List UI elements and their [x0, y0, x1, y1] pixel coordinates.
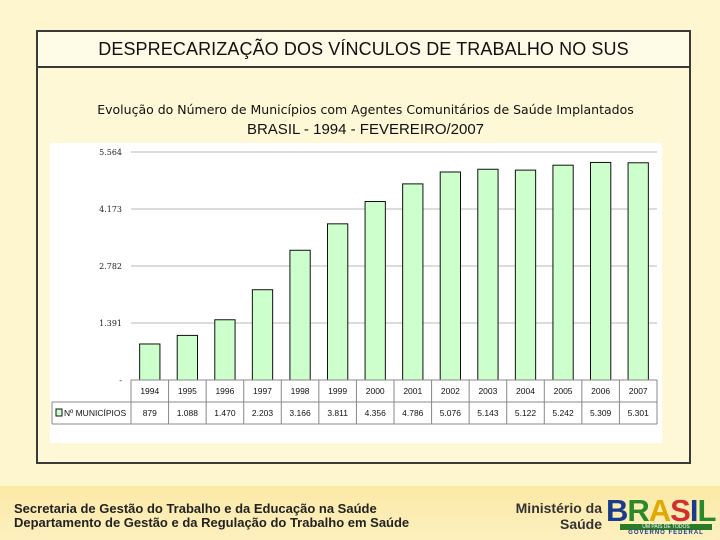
brasil-logo-word: BRASIL: [606, 493, 716, 528]
x-tick-label: 2003: [478, 386, 497, 396]
bar: [139, 343, 161, 381]
bar: [439, 171, 462, 381]
data-label: 3.811: [327, 408, 348, 418]
bar: [552, 164, 574, 381]
x-tick-label: 1994: [140, 386, 159, 396]
data-label: 3.166: [289, 408, 311, 418]
data-label: 5.143: [477, 408, 499, 418]
x-tick-label: 1997: [253, 386, 272, 396]
bar: [326, 223, 349, 381]
chart-area: - 1.391 2.782 4.173 5.564 1994 879 1995 1.088 199…: [50, 143, 662, 443]
y-tick-label: 4.173: [99, 205, 122, 214]
bar: [364, 201, 386, 381]
data-label: 1.470: [214, 408, 236, 418]
data-label: 5.309: [590, 408, 612, 418]
x-tick-label: 2000: [366, 386, 385, 396]
legend-label: Nº MUNICÍPIOS: [64, 408, 126, 418]
data-label: 2.203: [252, 408, 274, 418]
bar: [214, 319, 236, 381]
slide-title: DESPRECARIZAÇÃO DOS VÍNCULOS DE TRABALHO…: [38, 32, 689, 68]
brasil-logo-gov: GOVERNO FEDERAL: [628, 530, 704, 536]
x-tick-label: 2005: [554, 386, 573, 396]
x-tick-label: 2001: [403, 386, 422, 396]
y-tick-label: -: [119, 376, 122, 385]
bar: [251, 289, 274, 381]
brasil-logo-slogan: UM PAÍS DE TODOS: [620, 524, 712, 530]
data-label: 5.122: [515, 408, 537, 418]
x-tick-label: 1996: [215, 386, 234, 396]
x-tick-label: 2007: [629, 386, 648, 396]
ministry-name: Ministério da: [515, 500, 602, 516]
footer-secretaria: Secretaria de Gestão do Trabalho e da Ed…: [14, 501, 377, 516]
y-tick-label: 5.564: [99, 148, 122, 157]
bar: [589, 161, 612, 381]
ministry-saude: Saúde: [559, 516, 602, 532]
data-label: 879: [143, 408, 157, 418]
data-label: 5.301: [628, 408, 650, 418]
chart-subtitle: Evolução do Número de Municípios com Age…: [97, 102, 634, 117]
data-label: 4.356: [365, 408, 387, 418]
data-label: 1.088: [177, 408, 199, 418]
x-tick-label: 1998: [291, 386, 310, 396]
data-label: 5.242: [552, 408, 574, 418]
bar: [514, 169, 537, 381]
x-tick-label: 1995: [178, 386, 197, 396]
footer-departamento: Departamento de Gestão e da Regulação do…: [14, 515, 410, 530]
bar: [176, 334, 199, 381]
brasil-logo: BRASIL UM PAÍS DE TODOS GOVERNO FEDERAL: [606, 493, 716, 536]
y-tick-label: 2.782: [99, 262, 122, 271]
data-label: 4.786: [402, 408, 424, 418]
x-tick-label: 2002: [441, 386, 460, 396]
bar: [477, 168, 499, 381]
bar-chart: - 1.391 2.782 4.173 5.564 1994 879 1995 1.088 199…: [51, 148, 658, 425]
bar: [627, 162, 649, 381]
chart-title: BRASIL - 1994 - FEVEREIRO/2007: [246, 121, 485, 138]
legend-swatch: [55, 408, 63, 417]
footer: Secretaria de Gestão do Trabalho e da Ed…: [0, 486, 720, 540]
x-tick-label: 1999: [328, 386, 347, 396]
bar: [402, 183, 424, 381]
x-tick-label: 2004: [516, 386, 535, 396]
bar: [289, 249, 311, 381]
x-tick-label: 2006: [591, 386, 610, 396]
y-tick-label: 1.391: [99, 319, 122, 328]
data-label: 5.076: [440, 408, 462, 418]
